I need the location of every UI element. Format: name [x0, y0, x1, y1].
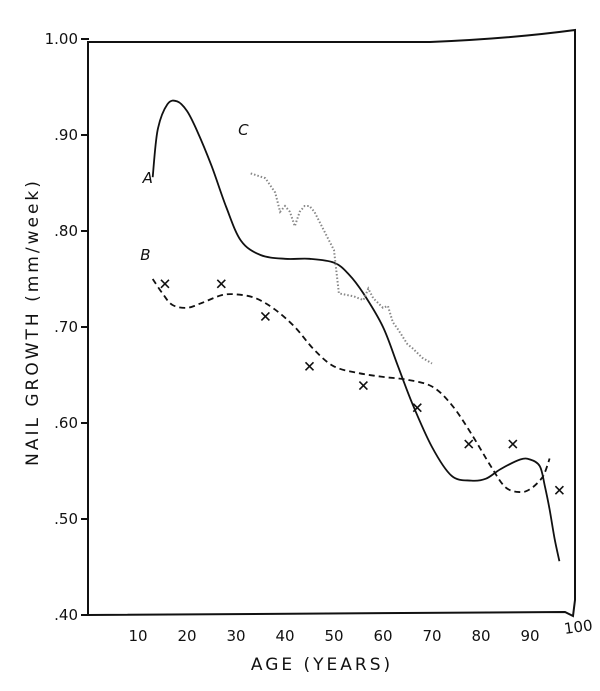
y-tick-label: .90	[54, 126, 78, 144]
x-tick-label: 70	[422, 627, 441, 645]
y-tick-label: .70	[54, 318, 78, 336]
x-tick-label: 60	[373, 627, 392, 645]
x-tick-label: 90	[520, 627, 539, 645]
data-point-marker	[412, 403, 422, 413]
x-tick-label: 30	[226, 627, 245, 645]
y-tick-label: 1.00	[45, 30, 78, 48]
y-axis-title: NAIL GROWTH (mm/week)	[23, 178, 43, 466]
data-point-marker	[304, 361, 315, 371]
series-layer	[151, 99, 561, 562]
series-a-line	[151, 99, 561, 562]
x-tick-label: 100	[563, 616, 594, 638]
data-point-marker	[216, 279, 226, 289]
data-point-marker	[508, 439, 518, 449]
curve-label-layer: A B C	[140, 121, 249, 264]
plot-border	[87, 28, 576, 618]
data-point-marker	[464, 439, 474, 449]
y-tick-label: .60	[54, 414, 78, 432]
series-c-line	[250, 172, 433, 365]
y-tick-label: .80	[54, 222, 78, 240]
x-tick-label: 80	[471, 627, 490, 645]
x-tick-label: 10	[128, 627, 147, 645]
y-tick-label: .50	[54, 510, 78, 528]
x-tick-label: 20	[177, 627, 196, 645]
curve-label-c: C	[238, 121, 249, 139]
plot-frame	[87, 28, 576, 618]
curve-label-a: A	[142, 169, 153, 187]
data-point-marker	[260, 311, 270, 322]
data-point-marker	[160, 279, 170, 289]
series-b-line	[151, 278, 551, 494]
x-axis-title: AGE (YEARS)	[251, 655, 393, 675]
data-point-marker	[554, 485, 564, 495]
x-tick-label: 50	[324, 627, 343, 645]
axis-ticks: .40 .50 .60 .70 .80 .90 1.00 10 20 30 40 50 60 70 80 90…	[45, 30, 594, 645]
data-point-marker	[358, 380, 368, 391]
y-tick-label: .40	[54, 606, 78, 624]
x-tick-label: 40	[275, 627, 294, 645]
curve-label-b: B	[140, 246, 150, 264]
marker-layer	[160, 279, 564, 495]
